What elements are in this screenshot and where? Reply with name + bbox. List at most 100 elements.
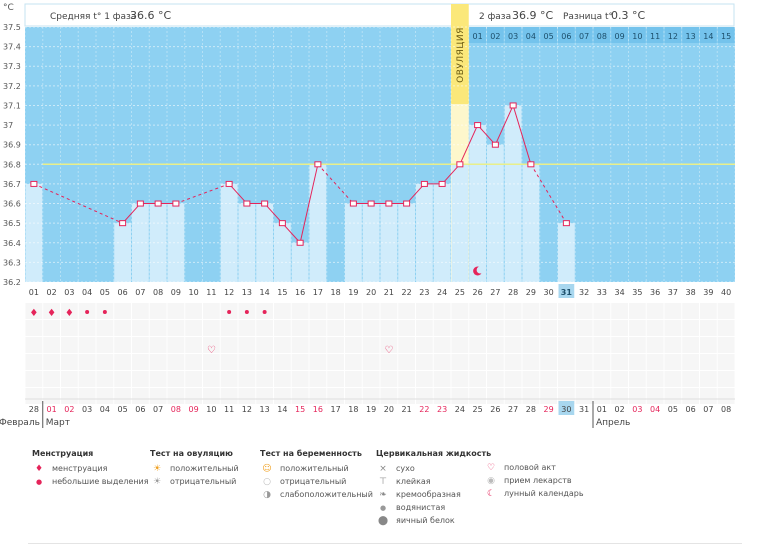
marker-cell	[522, 354, 540, 370]
marker-cell	[61, 371, 78, 387]
phase2-day-label: 06	[561, 32, 571, 41]
marker-cell	[611, 320, 628, 336]
phase2-day-cell	[487, 27, 504, 43]
phase2-day-cell	[504, 27, 522, 43]
marker-cell	[345, 388, 362, 404]
marker-cell	[25, 320, 43, 336]
marker-cell	[398, 303, 415, 319]
marker-cell	[167, 303, 185, 319]
phase2-day-label: 10	[632, 32, 642, 41]
phase2-day-cell	[611, 27, 628, 43]
temperature-line-segment	[299, 164, 319, 243]
marker-cell	[132, 303, 149, 319]
marker-cell	[345, 337, 362, 353]
marker-cell	[504, 354, 522, 370]
marker-cell	[398, 337, 415, 353]
phase2-day-cell	[522, 27, 540, 43]
marker-cell	[664, 388, 682, 404]
marker-cell	[185, 337, 202, 353]
legend-item: ☾ лунный календарь	[484, 487, 584, 500]
calendar-date-label: 18	[348, 405, 358, 414]
marker-cell	[362, 337, 380, 353]
temperature-line-segment	[441, 163, 461, 185]
temperature-point	[261, 200, 269, 207]
marker-cell	[291, 354, 309, 370]
creamy-icon: ❧	[379, 490, 387, 500]
cycle-day-label: 21	[384, 288, 394, 297]
marker-cell	[238, 388, 256, 404]
marker-cell	[611, 337, 628, 353]
cycle-day-label: 34	[615, 288, 625, 297]
calendar-date-label: 23	[437, 405, 447, 414]
cycle-day-label: 03	[64, 288, 74, 297]
legend-item: ● водянистая	[376, 501, 491, 514]
marker-cell	[61, 320, 78, 336]
marker-cell	[380, 337, 398, 353]
marker-cell	[451, 354, 469, 370]
phase2-day-label: 04	[526, 32, 536, 41]
phase2-day-label: 11	[650, 32, 660, 41]
marker-cell	[575, 337, 593, 353]
marker-cell	[43, 371, 60, 387]
phase2-label: 2 фаза	[479, 12, 511, 22]
marker-cell	[433, 303, 451, 319]
marker-cell	[611, 371, 628, 387]
y-tick-label: 36.6	[3, 200, 21, 209]
marker-cell	[504, 371, 522, 387]
marker-cell	[682, 388, 699, 404]
marker-cell	[114, 371, 131, 387]
marker-cell	[25, 303, 43, 319]
marker-cell	[646, 320, 664, 336]
sticky-icon: ⊤	[379, 477, 387, 487]
marker-cell	[96, 388, 114, 404]
cycle-day-label: 38	[686, 288, 696, 297]
calendar-date-label: 08	[171, 405, 181, 414]
temperature-line-segment	[264, 203, 283, 224]
marker-cell	[43, 337, 60, 353]
marker-cell	[114, 337, 131, 353]
marker-cell	[664, 371, 682, 387]
moon-icon: ☾	[486, 489, 496, 499]
temperature-bar	[433, 183, 451, 282]
marker-cell	[558, 388, 575, 404]
cycle-day-label: 39	[703, 288, 713, 297]
marker-cell	[682, 354, 699, 370]
temperature-bar	[132, 203, 149, 282]
chart-header: °C Средняя t° 1 фаза 36.6 °C 2 фаза 36.9…	[3, 3, 735, 27]
drop-light-icon	[262, 310, 267, 314]
marker-cell	[487, 371, 504, 387]
cycle-day-label: 23	[419, 288, 429, 297]
drop-light-icon	[85, 310, 90, 314]
marker-cell	[522, 320, 540, 336]
temperature-point	[438, 180, 446, 187]
calendar-date-label: 07	[153, 405, 163, 414]
legend-item: ☀ положительный	[150, 462, 239, 475]
marker-cell	[433, 354, 451, 370]
marker-cell	[398, 388, 415, 404]
smile-positive-icon: ☺	[262, 464, 272, 474]
marker-cell	[416, 320, 433, 336]
temperature-point	[30, 180, 38, 187]
drop-light-icon	[102, 310, 107, 314]
sun-negative-icon: ☀	[152, 477, 162, 487]
marker-cell	[132, 337, 149, 353]
marker-cell	[416, 371, 433, 387]
marker-cell	[433, 388, 451, 404]
phase2-value: 36.9 °C	[512, 9, 553, 22]
marker-cell	[25, 354, 43, 370]
marker-cell	[469, 320, 486, 336]
legend-item: ○ отрицательный	[260, 475, 373, 488]
marker-cell	[629, 388, 646, 404]
marker-cell	[61, 354, 78, 370]
cycle-day-label: 13	[242, 288, 252, 297]
calendar-date-label: 19	[366, 405, 376, 414]
y-tick-label: 36.7	[3, 180, 21, 189]
marker-cell	[487, 303, 504, 319]
marker-cell	[185, 388, 202, 404]
temperature-point	[243, 200, 251, 207]
marker-cell	[203, 354, 220, 370]
marker-cell	[309, 388, 327, 404]
marker-cell	[132, 371, 149, 387]
marker-cell	[593, 320, 611, 336]
marker-cell	[398, 320, 415, 336]
